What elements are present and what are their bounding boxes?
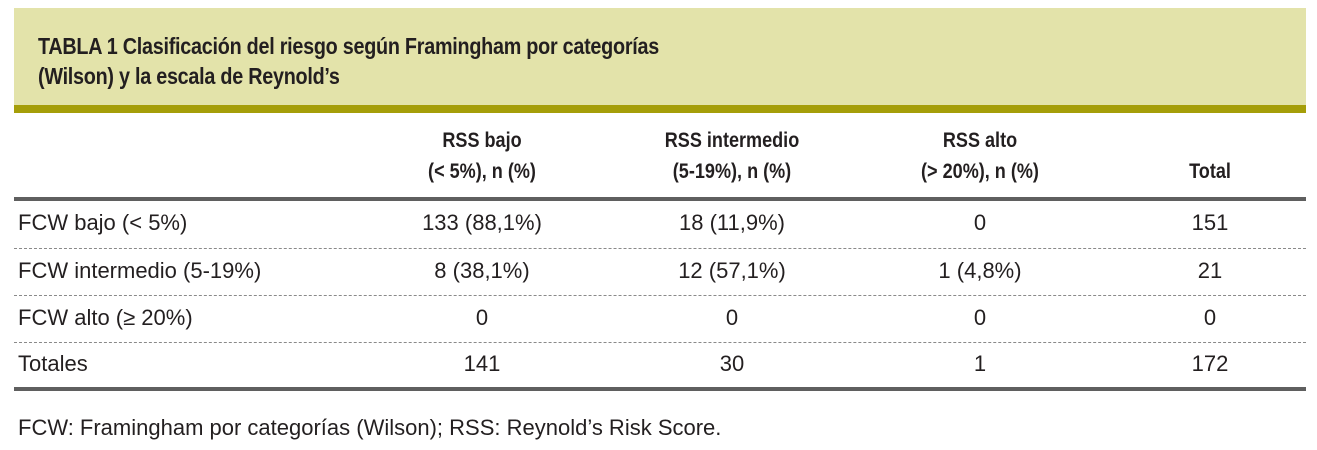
table-cell: 30 <box>719 351 745 376</box>
table-cell: 18 (11,9%) <box>679 210 785 235</box>
table-cell: 0 <box>475 305 489 330</box>
column-header-rss-intermedio: RSS intermedio (5-19%), n (%) <box>620 125 844 187</box>
table-cell: 12 (57,1%) <box>678 258 786 283</box>
table-cell: 151 <box>1191 210 1229 235</box>
row-label: FCW intermedio (5-19%) <box>18 258 262 283</box>
table-cell: 8 (38,1%) <box>434 258 530 283</box>
column-header-line: (5-19%), n (%) <box>672 160 792 183</box>
column-header-rss-alto: RSS alto (> 20%), n (%) <box>885 125 1074 187</box>
column-header-rss-bajo: RSS bajo (< 5%), n (%) <box>396 125 568 187</box>
table-cell: 133 (88,1%) <box>422 210 542 235</box>
table-cell: 141 <box>463 351 501 376</box>
column-header-line: RSS alto <box>942 129 1018 152</box>
table-bottom-rule <box>14 387 1306 391</box>
row-divider <box>14 248 1306 249</box>
table-cell: 1 (4,8%) <box>938 258 1022 283</box>
table-cell: 0 <box>973 305 987 330</box>
table-footnote: FCW: Framingham por categorías (Wilson);… <box>18 415 722 440</box>
row-label: FCW bajo (< 5%) <box>18 210 188 235</box>
column-header-line: RSS bajo <box>442 129 522 152</box>
column-header-line: (> 20%), n (%) <box>921 160 1039 183</box>
table-cell: 0 <box>725 305 739 330</box>
column-header-line: RSS intermedio <box>664 129 800 152</box>
row-label: Totales <box>18 351 88 376</box>
table-cell: 172 <box>1191 351 1229 376</box>
table-cell: 0 <box>973 210 987 235</box>
table-cell: 1 <box>973 351 987 376</box>
column-header-line <box>1150 125 1270 156</box>
table-cell: 21 <box>1197 258 1223 283</box>
row-divider <box>14 342 1306 343</box>
table-title-line-2: (Wilson) y la escala de Reynold’s <box>38 63 340 89</box>
column-header-total: Total <box>1150 125 1270 187</box>
table-title-band <box>14 8 1306 105</box>
column-header-line: Total <box>1189 160 1231 183</box>
header-bottom-rule <box>14 197 1306 201</box>
table-cell: 0 <box>1203 305 1217 330</box>
column-header-line: (< 5%), n (%) <box>428 160 536 183</box>
row-divider <box>14 295 1306 296</box>
row-label: FCW alto (≥ 20%) <box>18 305 193 330</box>
table-title-line-1: TABLA 1 Clasificación del riesgo según F… <box>38 33 660 59</box>
title-underline-rule <box>14 105 1306 113</box>
